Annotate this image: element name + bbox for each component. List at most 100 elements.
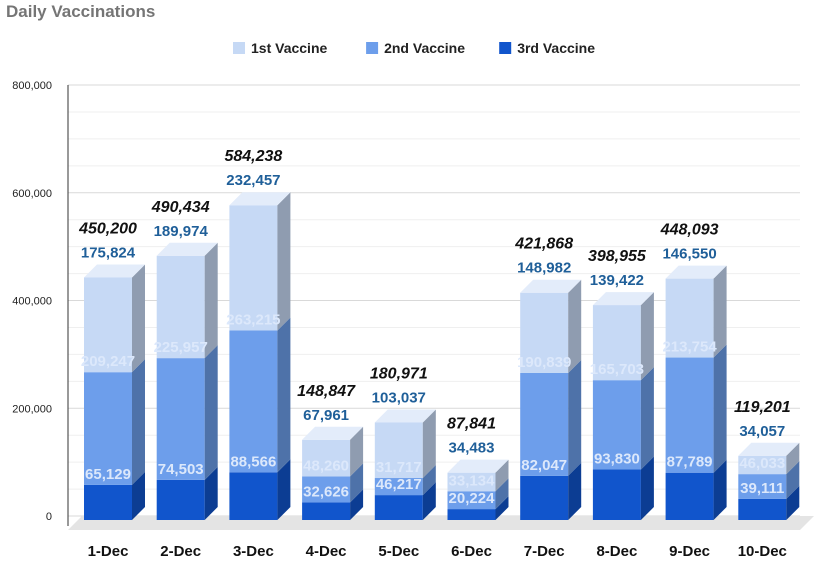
legend-swatch	[499, 42, 512, 54]
value-label-1st: 146,550	[662, 246, 716, 263]
chart-title: Daily Vaccinations	[6, 2, 156, 21]
value-label-3rd: 74,503	[158, 461, 204, 478]
bar-segment-3rd-vaccine	[592, 469, 641, 520]
value-label-2nd: 48,260	[303, 457, 349, 474]
x-tick-label: 2-Dec	[160, 543, 201, 560]
value-label-3rd: 46,217	[376, 476, 422, 493]
value-label-1st: 139,422	[590, 272, 644, 289]
bar-side	[786, 461, 800, 499]
legend-swatch	[233, 42, 245, 54]
bar-top	[592, 292, 654, 306]
bar-segment-1st-vaccine	[302, 439, 351, 477]
bar-top	[302, 426, 364, 440]
legend-label: 3rd Vaccine	[517, 40, 595, 56]
bar-top	[229, 192, 291, 206]
bar-segment-1st-vaccine	[229, 205, 278, 331]
bar-segment-2nd-vaccine	[592, 380, 641, 470]
total-label: 180,971	[370, 366, 428, 383]
value-label-3rd: 39,111	[740, 480, 784, 497]
bar-top	[738, 442, 800, 456]
value-label-1st: 103,037	[372, 390, 426, 407]
bar-segment-2nd-vaccine	[665, 357, 714, 473]
bar-side	[640, 456, 654, 520]
bar-top	[665, 265, 727, 279]
value-label-1st: 175,824	[81, 244, 136, 261]
x-tick-label: 4-Dec	[306, 543, 347, 560]
value-label-2nd: 263,215	[226, 311, 280, 328]
value-label-1st: 189,974	[154, 223, 209, 240]
bar-segment-3rd-vaccine	[374, 495, 423, 520]
bar-segment-3rd-vaccine	[156, 479, 205, 520]
total-label: 448,093	[660, 222, 719, 239]
value-label-1st: 67,961	[303, 407, 349, 424]
bar-side	[713, 344, 727, 473]
bar-side	[350, 489, 364, 520]
bar-segment-2nd-vaccine	[447, 491, 496, 510]
bar-segment-2nd-vaccine	[374, 478, 423, 496]
x-tick-label: 10-Dec	[738, 543, 787, 560]
total-label: 450,200	[78, 220, 137, 237]
value-label-3rd: 20,224	[449, 490, 496, 507]
bar-side	[640, 367, 654, 470]
value-label-1st: 232,457	[226, 172, 280, 189]
value-label-2nd: 209,247	[81, 353, 135, 370]
y-tick-label: 0	[46, 511, 52, 523]
bar-segment-3rd-vaccine	[447, 509, 496, 520]
bar-segment-3rd-vaccine	[520, 475, 569, 520]
bar-side	[495, 478, 509, 510]
bar-side	[204, 242, 218, 359]
bar-segment-1st-vaccine	[156, 255, 205, 359]
bar-side	[204, 466, 218, 520]
value-label-3rd: 65,129	[85, 466, 131, 483]
bar-side	[713, 459, 727, 520]
bar-segment-1st-vaccine	[665, 278, 714, 358]
bar-side	[350, 426, 364, 477]
bar-side	[277, 459, 291, 520]
bar-segment-2nd-vaccine	[156, 358, 205, 480]
bar-side	[786, 485, 800, 520]
bar-segment-3rd-vaccine	[738, 498, 787, 520]
bar-side	[422, 465, 436, 496]
y-tick-label: 200,000	[12, 403, 52, 415]
x-tick-label: 1-Dec	[88, 543, 129, 560]
bar-side	[277, 192, 291, 331]
value-label-2nd: 225,957	[154, 339, 208, 356]
legend-swatch	[366, 42, 379, 54]
x-tick-label: 7-Dec	[524, 543, 565, 560]
bar-segment-1st-vaccine	[374, 422, 423, 479]
bar-segment-1st-vaccine	[592, 305, 641, 381]
bar-segment-3rd-vaccine	[665, 472, 714, 520]
value-label-3rd: 87,789	[667, 454, 713, 471]
bar-side	[204, 345, 218, 480]
bar-side	[422, 482, 436, 520]
value-label-2nd: 46,033	[739, 455, 785, 472]
bar-side	[640, 292, 654, 381]
value-label-1st: 148,982	[517, 260, 571, 277]
value-label-1st: 34,057	[739, 423, 785, 440]
bar-segment-3rd-vaccine	[229, 472, 278, 520]
bar-side	[568, 359, 582, 476]
x-tick-label: 8-Dec	[596, 543, 637, 560]
bar-side	[422, 409, 436, 479]
bar-top	[374, 409, 436, 423]
bar-segment-2nd-vaccine	[229, 330, 278, 473]
bar-side	[713, 265, 727, 358]
bar-side	[568, 279, 582, 373]
y-tick-label: 800,000	[12, 80, 52, 92]
total-label: 119,201	[734, 399, 791, 416]
y-tick-label: 600,000	[12, 188, 52, 200]
bar-segment-2nd-vaccine	[738, 474, 787, 499]
total-label: 584,238	[224, 148, 282, 165]
x-tick-label: 3-Dec	[233, 543, 274, 560]
bar-segment-3rd-vaccine	[302, 502, 351, 520]
bar-top	[447, 459, 509, 473]
bar-top	[156, 242, 218, 256]
y-tick-label: 400,000	[12, 296, 52, 308]
value-label-3rd: 93,830	[594, 450, 640, 467]
total-label: 398,955	[588, 248, 647, 265]
x-tick-label: 6-Dec	[451, 543, 492, 560]
legend-label: 1st Vaccine	[251, 40, 327, 56]
value-label-2nd: 33,134	[449, 472, 496, 489]
bar-segment-1st-vaccine	[520, 292, 569, 373]
